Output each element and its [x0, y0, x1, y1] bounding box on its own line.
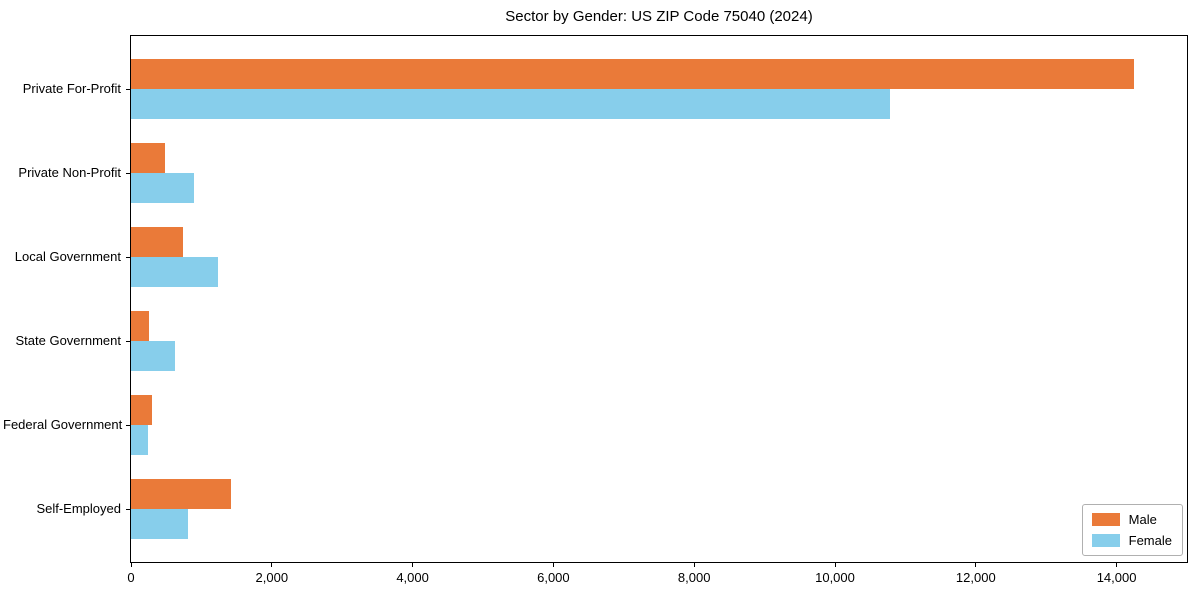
y-axis-category-label: Private Non-Profit — [18, 165, 121, 180]
y-tick-mark — [126, 89, 131, 90]
x-tick-label: 8,000 — [677, 570, 711, 585]
bar-male-private-non-profit — [131, 143, 165, 173]
y-tick-mark — [126, 341, 131, 342]
y-axis-category-label: Local Government — [14, 249, 121, 264]
x-tick-label: 4,000 — [396, 570, 429, 585]
x-tick-label: 14,000 — [1096, 570, 1137, 585]
bar-male-self-employed — [131, 479, 231, 509]
x-tick-mark — [693, 562, 695, 567]
chart-title: Sector by Gender: US ZIP Code 75040 (202… — [505, 8, 813, 25]
plot-area: Male Female Private For-Profit Private No… — [3, 35, 1188, 585]
y-tick-mark — [126, 425, 131, 426]
bar-male-state-government — [131, 311, 149, 341]
x-tick-mark — [130, 562, 132, 567]
x-tick-label: 10,000 — [815, 570, 855, 585]
bar-female-private-non-profit — [131, 173, 194, 203]
x-tick-mark — [552, 562, 554, 567]
y-tick-mark — [126, 173, 131, 174]
bar-female-private-for-profit — [131, 89, 890, 119]
legend-entry-male: Male — [1091, 512, 1172, 527]
bar-male-local-government — [131, 227, 184, 257]
x-tick-mark — [271, 562, 273, 567]
legend-label-female: Female — [1128, 533, 1172, 548]
y-tick-mark — [126, 509, 131, 510]
y-tick-mark — [126, 257, 131, 258]
bar-female-federal-government — [131, 425, 148, 455]
bar-male-federal-government — [131, 395, 152, 425]
x-tick-label: 6,000 — [537, 570, 570, 585]
bar-female-self-employed — [131, 509, 188, 539]
x-tick-label: 0 — [127, 570, 135, 585]
y-axis-category-label: State Government — [15, 333, 122, 348]
y-axis-category-label: Federal Government — [3, 417, 123, 432]
x-tick-label: 2,000 — [255, 570, 289, 585]
female-series-swatch-icon — [1091, 534, 1120, 547]
male-series-swatch-icon — [1091, 513, 1120, 526]
legend-label-male: Male — [1128, 512, 1157, 527]
legend-entry-female: Female — [1091, 533, 1172, 548]
legend: Male Female — [1081, 504, 1183, 556]
x-tick-mark — [412, 562, 414, 567]
y-axis-category-label: Private For-Profit — [22, 81, 121, 96]
bar-male-private-for-profit — [131, 59, 1135, 89]
x-tick-mark — [975, 562, 977, 567]
y-axis-category-label: Self-Employed — [36, 501, 121, 516]
x-tick-mark — [1116, 562, 1118, 567]
bar-female-local-government — [131, 257, 218, 287]
bar-female-state-government — [131, 341, 176, 371]
x-tick-label: 12,000 — [955, 570, 996, 585]
x-tick-mark — [834, 562, 836, 567]
